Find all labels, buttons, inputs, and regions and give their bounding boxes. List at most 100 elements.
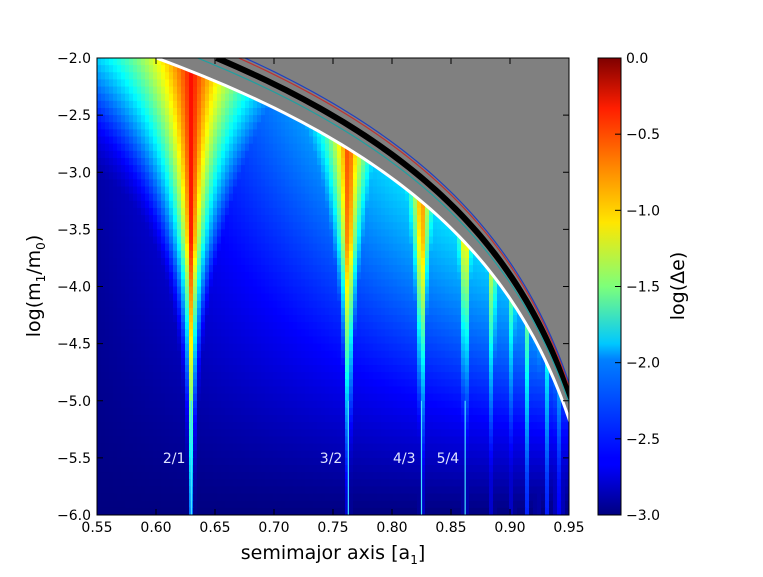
heatmap-cell bbox=[217, 100, 222, 109]
heatmap-cell bbox=[473, 293, 478, 302]
heatmap-cell bbox=[437, 286, 442, 295]
heatmap-cell bbox=[237, 315, 242, 323]
heatmap-cell bbox=[113, 86, 118, 95]
heatmap-cell bbox=[257, 172, 262, 180]
heatmap-cell bbox=[417, 265, 422, 273]
heatmap-cell bbox=[253, 265, 258, 273]
heatmap-cell bbox=[269, 215, 274, 223]
heatmap-cell bbox=[113, 257, 118, 266]
heatmap-cell bbox=[289, 222, 294, 230]
heatmap-cell bbox=[233, 265, 238, 273]
heatmap-cell bbox=[197, 79, 202, 88]
heatmap-cell bbox=[273, 115, 278, 123]
heatmap-cell bbox=[165, 136, 170, 145]
heatmap-cell bbox=[317, 300, 322, 309]
heatmap-cell bbox=[177, 279, 182, 288]
heatmap-cell bbox=[265, 322, 270, 330]
heatmap-cell bbox=[465, 307, 470, 316]
heatmap-cell bbox=[421, 322, 426, 330]
heatmap-cell bbox=[209, 122, 214, 131]
heatmap-cell bbox=[245, 215, 250, 223]
heatmap-cell bbox=[165, 65, 170, 73]
heatmap-cell bbox=[97, 58, 102, 66]
heatmap-cell bbox=[101, 279, 106, 288]
heatmap-cell bbox=[389, 243, 394, 252]
heatmap-cell bbox=[409, 336, 414, 345]
heatmap-cell bbox=[153, 122, 158, 131]
heatmap-cell bbox=[117, 236, 122, 245]
heatmap-cell bbox=[109, 229, 114, 238]
heatmap-cell bbox=[213, 143, 218, 152]
heatmap-cell bbox=[185, 129, 190, 138]
heatmap-cell bbox=[457, 350, 462, 359]
heatmap-cell bbox=[357, 350, 362, 359]
heatmap-cell bbox=[453, 307, 458, 316]
heatmap-cell bbox=[345, 243, 350, 252]
heatmap-cell bbox=[149, 165, 154, 173]
heatmap-cell bbox=[469, 343, 474, 352]
heatmap-cell bbox=[353, 307, 358, 316]
heatmap-cell bbox=[353, 193, 358, 202]
heatmap-cell bbox=[245, 115, 250, 123]
heatmap-cell bbox=[265, 215, 270, 223]
heatmap-cell bbox=[473, 286, 478, 295]
heatmap-cell bbox=[109, 100, 114, 109]
heatmap-cell bbox=[265, 272, 270, 280]
heatmap-cell bbox=[137, 329, 142, 338]
heatmap-cell bbox=[245, 107, 250, 116]
heatmap-cell bbox=[249, 322, 254, 330]
heatmap-cell bbox=[433, 279, 438, 288]
heatmap-cell bbox=[193, 222, 198, 230]
heatmap-cell bbox=[493, 329, 498, 338]
heatmap-cell bbox=[393, 343, 398, 352]
heatmap-cell bbox=[101, 243, 106, 252]
heatmap-cell bbox=[201, 207, 206, 216]
heatmap-cell bbox=[125, 107, 130, 116]
heatmap-cell bbox=[253, 279, 258, 288]
heatmap-cell bbox=[253, 122, 258, 131]
heatmap-cell bbox=[285, 207, 290, 216]
heatmap-cell bbox=[185, 279, 190, 288]
heatmap-cell bbox=[353, 172, 358, 180]
heatmap-cell bbox=[461, 257, 466, 266]
heatmap-cell bbox=[413, 207, 418, 216]
heatmap-cell bbox=[461, 307, 466, 316]
heatmap-cell bbox=[377, 293, 382, 302]
heatmap-cell bbox=[197, 122, 202, 131]
heatmap-cell bbox=[129, 236, 134, 245]
heatmap-cell bbox=[289, 136, 294, 145]
heatmap-cell bbox=[449, 250, 454, 259]
heatmap-cell bbox=[345, 322, 350, 330]
heatmap-cell bbox=[265, 307, 270, 316]
heatmap-cell bbox=[501, 329, 506, 338]
heatmap-cell bbox=[121, 200, 126, 209]
heatmap-cell bbox=[453, 336, 458, 345]
heatmap-cell bbox=[473, 336, 478, 345]
heatmap-cell bbox=[173, 165, 178, 173]
heatmap-cell bbox=[97, 265, 102, 273]
heatmap-cell bbox=[197, 157, 202, 166]
heatmap-cell bbox=[381, 215, 386, 223]
heatmap-cell bbox=[373, 293, 378, 302]
heatmap-cell bbox=[293, 329, 298, 338]
heatmap-cell bbox=[129, 265, 134, 273]
heatmap-cell bbox=[477, 329, 482, 338]
heatmap-cell bbox=[381, 286, 386, 295]
heatmap-cell bbox=[237, 336, 242, 345]
heatmap-cell bbox=[293, 150, 298, 159]
heatmap-cell bbox=[341, 165, 346, 173]
heatmap-cell bbox=[297, 236, 302, 245]
heatmap-cell bbox=[437, 329, 442, 338]
heatmap-cell bbox=[433, 336, 438, 345]
heatmap-cell bbox=[265, 129, 270, 138]
heatmap-cell bbox=[97, 122, 102, 131]
heatmap-cell bbox=[357, 222, 362, 230]
heatmap-cell bbox=[185, 343, 190, 352]
heatmap-cell bbox=[101, 322, 106, 330]
heatmap-cell bbox=[465, 279, 470, 288]
heatmap-cell bbox=[257, 293, 262, 302]
heatmap-cell bbox=[381, 293, 386, 302]
heatmap-cell bbox=[133, 329, 138, 338]
heatmap-cell bbox=[333, 300, 338, 309]
heatmap-cell bbox=[221, 265, 226, 273]
